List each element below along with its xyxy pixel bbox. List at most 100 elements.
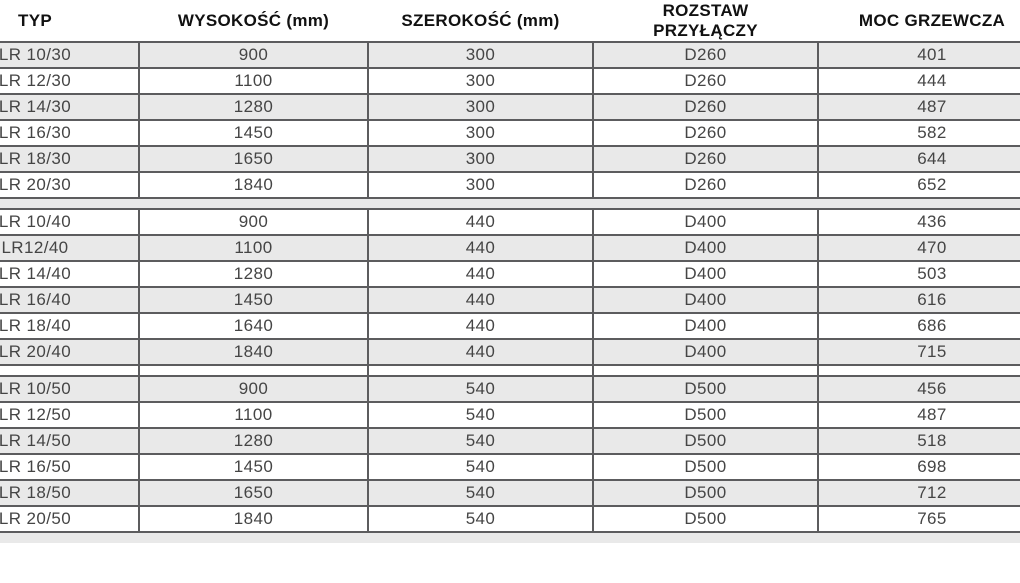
table-row: LR 10/30 900 300 D260 401 (0, 41, 1020, 69)
cell-typ: LR 20/50 (0, 505, 140, 533)
cell-moc-grzewcza: 686 (817, 312, 1020, 340)
cell-rozstaw-przylaczy: D500 (592, 505, 819, 533)
cell-szerokosc: 440 (367, 260, 594, 288)
cell-rozstaw-przylaczy: D400 (592, 286, 819, 314)
cell-szerokosc: 300 (367, 93, 594, 121)
group-separator (0, 531, 1020, 543)
column-header-szerokosc: SZEROKOŚĆ (mm) (368, 0, 593, 43)
cell-moc-grzewcza: 712 (817, 479, 1020, 507)
cell-moc-grzewcza: 582 (817, 119, 1020, 147)
cell-typ: LR 12/50 (0, 401, 140, 429)
cell-wysokosc: 1840 (138, 338, 369, 366)
cell-moc-grzewcza: 616 (817, 286, 1020, 314)
table-header: TYP WYSOKOŚĆ (mm) SZEROKOŚĆ (mm) ROZSTAW… (0, 0, 1020, 43)
cell-typ: LR12/40 (0, 234, 140, 262)
column-header-typ: TYP (0, 0, 139, 43)
table-row: LR 14/30 1280 300 D260 487 (0, 93, 1020, 121)
table-row: LR12/40 1100 440 D400 470 (0, 234, 1020, 262)
cell-rozstaw-przylaczy: D260 (592, 145, 819, 173)
table-row: LR 10/40 900 440 D400 436 (0, 208, 1020, 236)
cell-szerokosc: 300 (367, 41, 594, 69)
separator-cell (138, 364, 369, 377)
cell-wysokosc: 1280 (138, 93, 369, 121)
cell-typ: LR 18/40 (0, 312, 140, 340)
column-header-label: WYSOKOŚĆ (mm) (177, 10, 330, 30)
cell-rozstaw-przylaczy: D500 (592, 401, 819, 429)
cell-typ: LR 14/50 (0, 427, 140, 455)
table-row: LR 14/40 1280 440 D400 503 (0, 260, 1020, 288)
cell-moc-grzewcza: 487 (817, 93, 1020, 121)
cell-moc-grzewcza: 470 (817, 234, 1020, 262)
cell-szerokosc: 540 (367, 479, 594, 507)
column-header-rozstaw-przylaczy: ROZSTAW PRZYŁĄCZY (593, 0, 818, 43)
table-row: LR 16/50 1450 540 D500 698 (0, 453, 1020, 481)
cell-rozstaw-przylaczy: D400 (592, 234, 819, 262)
table-row: LR 18/50 1650 540 D500 712 (0, 479, 1020, 507)
table-body: LR 10/30 900 300 D260 401 LR 12/30 1100 300 D260… (0, 41, 1020, 543)
cell-moc-grzewcza: 444 (817, 67, 1020, 95)
cell-szerokosc: 540 (367, 427, 594, 455)
cell-rozstaw-przylaczy: D400 (592, 312, 819, 340)
cell-moc-grzewcza: 715 (817, 338, 1020, 366)
cell-moc-grzewcza: 503 (817, 260, 1020, 288)
column-header-label: TYP (18, 10, 52, 30)
table-row: LR 20/30 1840 300 D260 652 (0, 171, 1020, 199)
cell-wysokosc: 1450 (138, 119, 369, 147)
cell-rozstaw-przylaczy: D260 (592, 119, 819, 147)
cell-szerokosc: 440 (367, 312, 594, 340)
column-header-moc-grzewcza: MOC GRZEWCZA (818, 0, 1020, 43)
cell-rozstaw-przylaczy: D500 (592, 453, 819, 481)
cell-typ: LR 20/40 (0, 338, 140, 366)
separator-cell (817, 364, 1020, 377)
cell-moc-grzewcza: 652 (817, 171, 1020, 199)
cell-szerokosc: 540 (367, 453, 594, 481)
cell-typ: LR 16/40 (0, 286, 140, 314)
cell-szerokosc: 300 (367, 145, 594, 173)
table-row: LR 14/50 1280 540 D500 518 (0, 427, 1020, 455)
cell-rozstaw-przylaczy: D400 (592, 208, 819, 236)
cell-moc-grzewcza: 436 (817, 208, 1020, 236)
cell-moc-grzewcza: 698 (817, 453, 1020, 481)
cell-rozstaw-przylaczy: D500 (592, 479, 819, 507)
cell-szerokosc: 440 (367, 286, 594, 314)
cell-rozstaw-przylaczy: D400 (592, 260, 819, 288)
cell-rozstaw-przylaczy: D400 (592, 338, 819, 366)
cell-wysokosc: 900 (138, 208, 369, 236)
cell-wysokosc: 1650 (138, 145, 369, 173)
column-header-label: ROZSTAW PRZYŁĄCZY (653, 0, 758, 40)
cell-szerokosc: 440 (367, 234, 594, 262)
cell-wysokosc: 900 (138, 41, 369, 69)
table-row: LR 16/30 1450 300 D260 582 (0, 119, 1020, 147)
cell-wysokosc: 1280 (138, 260, 369, 288)
cell-typ: LR 14/30 (0, 93, 140, 121)
cell-typ: LR 12/30 (0, 67, 140, 95)
cell-wysokosc: 1840 (138, 171, 369, 199)
cell-moc-grzewcza: 487 (817, 401, 1020, 429)
cell-wysokosc: 1650 (138, 479, 369, 507)
cell-szerokosc: 540 (367, 505, 594, 533)
column-header-wysokosc: WYSOKOŚĆ (mm) (139, 0, 368, 43)
group-separator (0, 197, 1020, 210)
cell-szerokosc: 540 (367, 375, 594, 403)
separator-cell (0, 531, 1020, 543)
separator-cell (0, 197, 1020, 210)
cell-rozstaw-przylaczy: D260 (592, 171, 819, 199)
cell-wysokosc: 1450 (138, 453, 369, 481)
cell-typ: LR 18/30 (0, 145, 140, 173)
cell-wysokosc: 1280 (138, 427, 369, 455)
table-row: LR 20/40 1840 440 D400 715 (0, 338, 1020, 366)
cell-typ: LR 18/50 (0, 479, 140, 507)
cell-rozstaw-przylaczy: D500 (592, 375, 819, 403)
cell-moc-grzewcza: 644 (817, 145, 1020, 173)
cell-wysokosc: 1100 (138, 234, 369, 262)
group-separator (0, 364, 1020, 377)
cell-rozstaw-przylaczy: D500 (592, 427, 819, 455)
cell-typ: LR 10/30 (0, 41, 140, 69)
cell-moc-grzewcza: 456 (817, 375, 1020, 403)
cell-typ: LR 14/40 (0, 260, 140, 288)
cell-wysokosc: 1450 (138, 286, 369, 314)
cell-wysokosc: 1840 (138, 505, 369, 533)
table-row: LR 16/40 1450 440 D400 616 (0, 286, 1020, 314)
table-row: LR 12/50 1100 540 D500 487 (0, 401, 1020, 429)
